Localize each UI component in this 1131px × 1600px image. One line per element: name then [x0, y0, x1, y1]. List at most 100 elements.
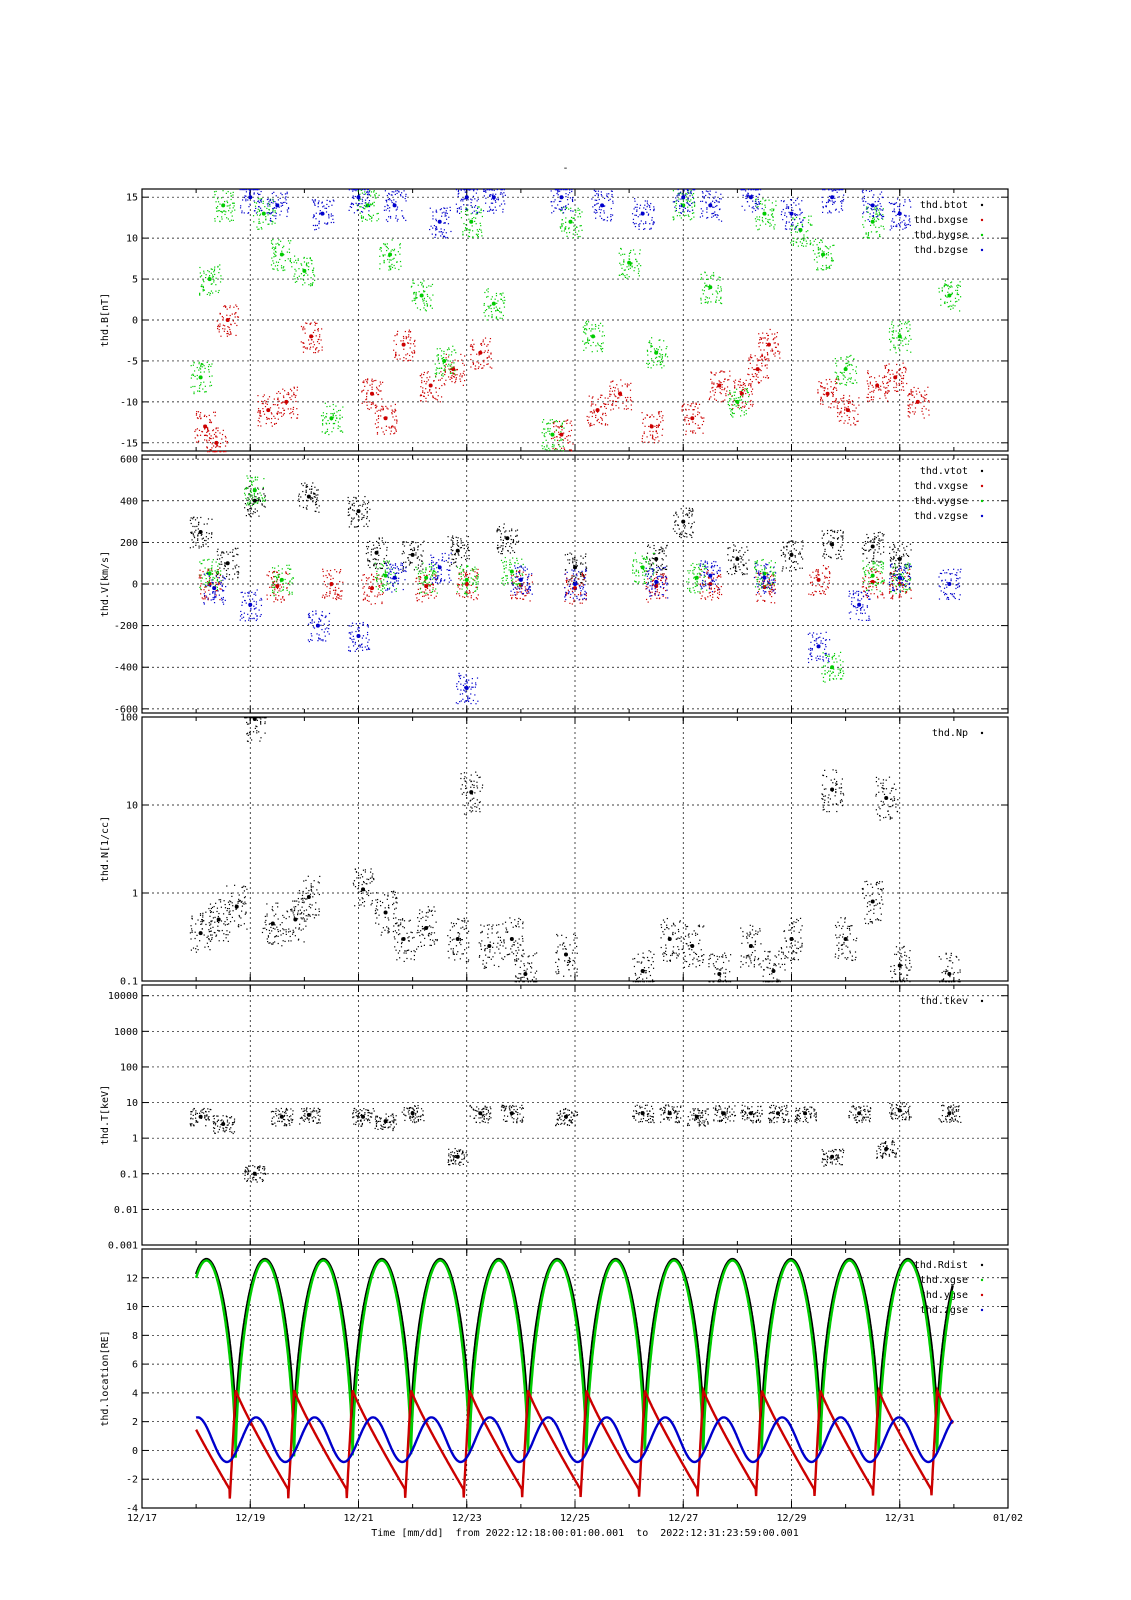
data-dot — [644, 200, 646, 202]
data-dot — [224, 565, 226, 568]
data-point — [207, 277, 212, 282]
data-dot — [337, 421, 339, 423]
data-dot — [714, 196, 716, 198]
data-dot — [415, 297, 417, 300]
data-dot — [476, 353, 478, 355]
data-dot — [749, 356, 752, 358]
data-dot — [656, 364, 658, 366]
data-dot — [253, 189, 255, 191]
data-dot — [388, 256, 391, 258]
data-dot — [426, 304, 429, 306]
data-dot — [286, 202, 288, 204]
data-dot — [221, 218, 223, 220]
data-dot — [480, 363, 482, 366]
data-dot — [379, 263, 381, 265]
data-dot — [711, 216, 713, 218]
data-dot — [758, 219, 761, 221]
data-dot — [468, 218, 470, 220]
data-dot — [270, 242, 273, 244]
data-dot — [247, 199, 249, 201]
data-dot — [547, 430, 549, 432]
data-dot — [487, 363, 489, 365]
data-dot — [922, 413, 924, 415]
data-dot — [439, 347, 441, 350]
data-dot — [441, 212, 443, 214]
data-dot — [677, 200, 680, 202]
data-dot — [657, 436, 659, 438]
data-dot — [211, 283, 213, 285]
data-dot — [661, 367, 663, 369]
data-dot — [445, 357, 447, 359]
data-dot — [846, 356, 848, 358]
data-dot — [421, 282, 423, 284]
data-dot — [807, 222, 810, 224]
data-dot — [364, 191, 366, 193]
data-dot — [544, 435, 546, 438]
legend-entry: thd.vxgse — [914, 481, 968, 492]
data-dot — [483, 343, 486, 345]
data-dot — [885, 390, 887, 393]
data-dot — [304, 482, 306, 484]
data-dot — [434, 363, 436, 365]
data-dot — [748, 395, 750, 398]
data-dot — [388, 210, 391, 212]
data-dot — [848, 363, 850, 366]
data-dot — [232, 320, 235, 322]
data-dot — [772, 349, 774, 352]
data-dot — [866, 208, 868, 210]
data-dot — [552, 421, 554, 424]
data-dot — [821, 256, 824, 258]
data-dot — [476, 229, 478, 231]
data-dot — [415, 293, 417, 295]
data-dot — [805, 231, 807, 233]
data-dot — [289, 258, 292, 260]
data-dot — [456, 210, 459, 212]
data-dot — [845, 362, 847, 364]
data-dot — [410, 542, 413, 545]
data-dot — [714, 388, 716, 391]
data-dot — [216, 436, 218, 438]
data-dot — [599, 215, 601, 217]
data-dot — [493, 307, 495, 309]
data-dot — [798, 228, 800, 230]
data-dot — [649, 342, 651, 344]
data-dot — [401, 192, 403, 194]
data-dot — [386, 407, 388, 409]
data-dot — [761, 362, 763, 364]
data-dot — [570, 420, 572, 422]
data-dot — [404, 197, 406, 200]
data-dot — [836, 389, 838, 391]
data-dot — [728, 404, 731, 407]
data-dot — [489, 194, 491, 196]
data-dot — [796, 238, 798, 240]
data-dot — [764, 214, 766, 216]
data-dot — [835, 372, 838, 374]
data-dot — [230, 332, 232, 334]
data-dot — [464, 213, 467, 215]
data-dot — [675, 207, 677, 210]
data-dot — [284, 193, 287, 195]
data-dot — [597, 190, 600, 192]
data-dot — [547, 427, 549, 430]
data-dot — [840, 358, 842, 360]
data-dot — [258, 499, 260, 501]
data-dot — [472, 363, 474, 365]
data-dot — [229, 305, 231, 307]
data-dot — [263, 493, 265, 495]
data-dot — [302, 506, 305, 509]
data-dot — [322, 424, 324, 426]
data-dot — [420, 281, 422, 284]
data-dot — [596, 350, 598, 352]
data-dot — [766, 352, 769, 354]
data-dot — [697, 414, 699, 416]
data-dot — [499, 205, 501, 207]
data-dot — [720, 286, 722, 288]
data-dot — [803, 217, 805, 219]
data-dot — [862, 216, 864, 218]
data-dot — [195, 441, 198, 443]
data-dot — [567, 435, 570, 437]
data-dot — [475, 213, 477, 215]
data-dot — [207, 427, 209, 429]
data-dot — [322, 412, 324, 414]
data-dot — [435, 376, 437, 378]
